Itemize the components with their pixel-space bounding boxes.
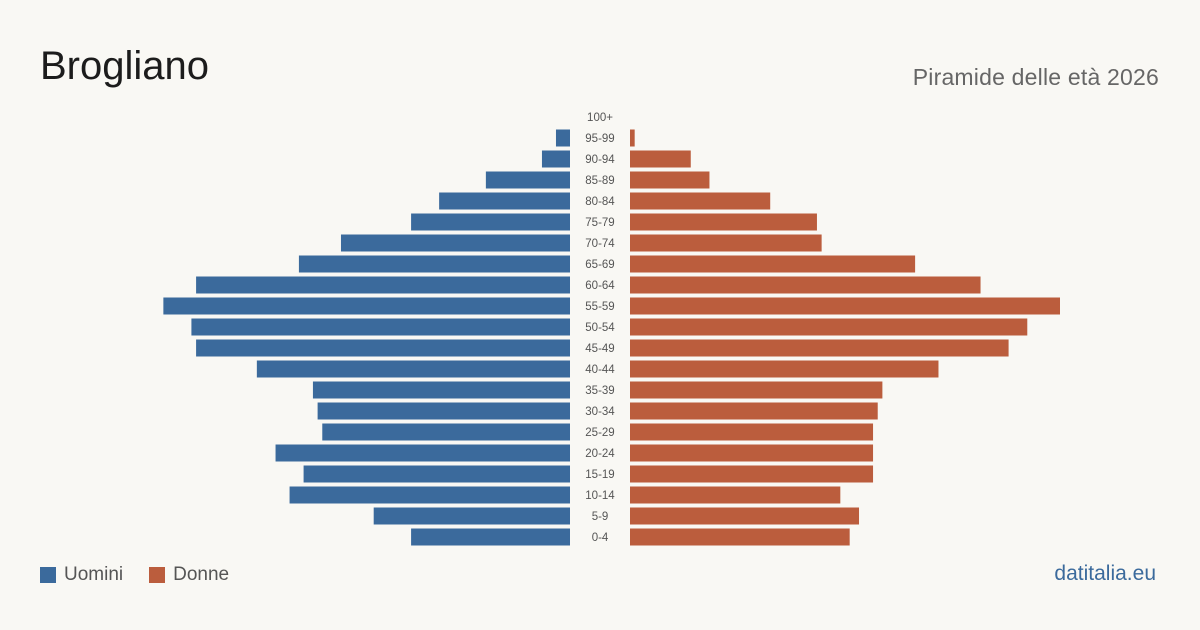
bar-women	[630, 255, 916, 273]
bar-men	[303, 465, 570, 483]
age-group-label: 5-9	[592, 511, 609, 523]
age-group-label: 40-44	[585, 364, 615, 376]
legend-swatch-women	[149, 567, 166, 583]
age-group-label: 100+	[587, 112, 613, 124]
age-group-label: 0-4	[592, 532, 609, 544]
legend-item-women: Donne	[149, 564, 229, 586]
age-group-label: 55-59	[585, 301, 614, 313]
bar-men	[191, 318, 571, 336]
legend-label-women: Donne	[173, 564, 230, 585]
bar-men	[289, 486, 570, 504]
age-group-label: 35-39	[585, 385, 614, 397]
bar-women	[630, 234, 822, 252]
bar-men	[275, 444, 570, 462]
bar-women	[630, 381, 883, 399]
bar-men	[322, 423, 570, 441]
age-group-label: 50-54	[585, 322, 615, 334]
bar-men	[411, 213, 570, 231]
legend-label-men: Uomini	[64, 564, 124, 585]
age-group-label: 90-94	[585, 154, 615, 166]
bar-men	[312, 381, 570, 399]
bar-women	[630, 486, 841, 504]
bar-men	[411, 528, 570, 546]
bar-men	[298, 255, 570, 273]
bar-women	[630, 423, 874, 441]
age-group-label: 20-24	[585, 448, 615, 460]
bar-women	[630, 213, 817, 231]
bar-men	[196, 339, 570, 357]
age-group-label: 80-84	[585, 196, 615, 208]
bar-women	[630, 507, 860, 525]
bar-men	[439, 192, 570, 210]
age-group-label: 60-64	[585, 280, 615, 292]
chart-title: Brogliano	[40, 44, 210, 88]
bar-women	[630, 318, 1028, 336]
age-group-label: 25-29	[585, 427, 614, 439]
age-group-label: 95-99	[585, 133, 614, 145]
bar-women	[630, 444, 874, 462]
age-group-label: 70-74	[585, 238, 615, 250]
bar-women	[630, 402, 878, 420]
age-group-label: 65-69	[585, 259, 614, 271]
bar-women	[630, 192, 771, 210]
bar-women	[630, 150, 691, 168]
bar-women	[630, 171, 710, 189]
age-group-label: 10-14	[585, 490, 615, 502]
bar-men	[541, 150, 570, 168]
bar-men	[196, 276, 570, 294]
age-group-label: 45-49	[585, 343, 614, 355]
bar-men	[256, 360, 570, 378]
bar-men	[485, 171, 570, 189]
bar-women	[630, 339, 1009, 357]
bar-women	[630, 465, 874, 483]
chart-subtitle: Piramide delle età 2026	[912, 64, 1159, 90]
age-group-label: 30-34	[585, 406, 615, 418]
bar-women	[630, 276, 981, 294]
legend-swatch-men	[40, 567, 56, 583]
bar-women	[630, 297, 1060, 315]
bar-men	[373, 507, 570, 525]
legend: Uomini Donne	[40, 564, 255, 586]
age-group-label: 85-89	[585, 175, 614, 187]
source-link[interactable]: datitalia.eu	[1054, 562, 1156, 585]
bar-women	[630, 129, 635, 147]
bar-men	[555, 129, 570, 147]
bar-women	[630, 360, 939, 378]
bar-men	[163, 297, 570, 315]
legend-item-men: Uomini	[40, 564, 123, 586]
age-group-label: 75-79	[585, 217, 614, 229]
bar-men	[317, 402, 570, 420]
bar-men	[340, 234, 570, 252]
bar-women	[630, 528, 850, 546]
age-group-label: 15-19	[585, 469, 614, 481]
